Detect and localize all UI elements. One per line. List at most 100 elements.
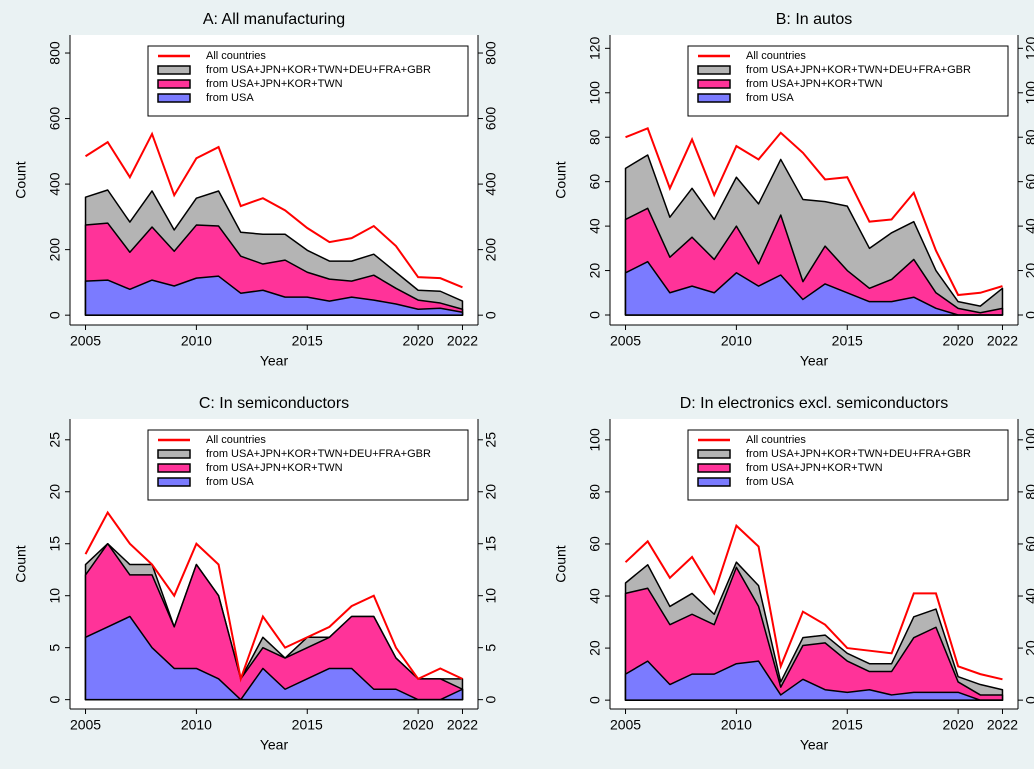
legend-label: from USA bbox=[206, 476, 254, 488]
y2-tick-label: 400 bbox=[483, 172, 499, 196]
legend-swatch bbox=[157, 93, 191, 103]
line bbox=[84, 510, 463, 683]
y-tick-label: 400 bbox=[47, 172, 63, 196]
x-tick-label: 2005 bbox=[70, 333, 101, 349]
y2-tick-label: 20 bbox=[1023, 263, 1034, 279]
legend: All countries from USA+JPN+KOR+TWN+DEU+FR… bbox=[147, 45, 469, 117]
line bbox=[84, 131, 463, 289]
y2-tick-label: 15 bbox=[483, 536, 499, 552]
legend-box bbox=[687, 429, 1009, 501]
y2-tick-label: 0 bbox=[483, 696, 499, 704]
legend-swatch bbox=[697, 79, 731, 89]
x-tick-label: 2015 bbox=[832, 333, 863, 349]
x-tick-label: 2022 bbox=[987, 717, 1018, 733]
y-tick-label: 120 bbox=[587, 36, 603, 60]
y2-tick-label: 0 bbox=[1023, 311, 1034, 319]
y-tick-label: 15 bbox=[47, 536, 63, 552]
chart-title: D: In electronics excl. semiconductors bbox=[680, 395, 949, 412]
y2-tick-label: 40 bbox=[1023, 588, 1034, 604]
x-tick-label: 2022 bbox=[447, 333, 478, 349]
legend-label: from USA+JPN+KOR+TWN+DEU+FRA+GBR bbox=[746, 64, 971, 76]
y2-tick-label: 0 bbox=[483, 311, 499, 319]
area bbox=[624, 566, 1004, 701]
area bbox=[84, 615, 464, 701]
y2-tick-label: 80 bbox=[1023, 484, 1034, 500]
legend: All countries from USA+JPN+KOR+TWN+DEU+FR… bbox=[687, 45, 1009, 117]
legend-label: All countries bbox=[206, 434, 266, 446]
y2-tick-label: 40 bbox=[1023, 218, 1034, 234]
legend-swatch bbox=[697, 65, 731, 75]
y-axis-label: Count bbox=[553, 545, 569, 582]
x-tick-label: 2010 bbox=[181, 717, 212, 733]
y-tick-label: 0 bbox=[587, 311, 603, 319]
legend-box bbox=[147, 45, 469, 117]
y-axis-label: Count bbox=[553, 161, 569, 198]
y-axis-label: Count bbox=[13, 545, 29, 582]
legend-label: from USA+JPN+KOR+TWN+DEU+FRA+GBR bbox=[206, 448, 431, 460]
x-tick-label: 2010 bbox=[721, 333, 752, 349]
legend-swatch bbox=[157, 463, 191, 473]
x-axis-label: Year bbox=[260, 353, 289, 369]
y-tick-label: 0 bbox=[47, 311, 63, 319]
x-tick-label: 2005 bbox=[70, 717, 101, 733]
y2-tick-label: 120 bbox=[1023, 36, 1034, 60]
legend: All countries from USA+JPN+KOR+TWN+DEU+FR… bbox=[147, 429, 469, 501]
y-tick-label: 80 bbox=[587, 484, 603, 500]
legend-swatch bbox=[697, 449, 731, 459]
legend-label: All countries bbox=[746, 50, 806, 62]
panel: B: In autos00202040406060808010010012012… bbox=[553, 11, 1034, 368]
y-tick-label: 600 bbox=[47, 107, 63, 131]
y2-tick-label: 10 bbox=[483, 588, 499, 604]
x-tick-label: 2015 bbox=[292, 717, 323, 733]
y2-tick-label: 0 bbox=[1023, 696, 1034, 704]
x-tick-label: 2010 bbox=[181, 333, 212, 349]
x-tick-label: 2015 bbox=[832, 717, 863, 733]
legend-swatch bbox=[157, 449, 191, 459]
line bbox=[624, 523, 1003, 681]
legend-swatch bbox=[697, 463, 731, 473]
y2-tick-label: 20 bbox=[483, 484, 499, 500]
y-tick-label: 0 bbox=[47, 696, 63, 704]
chart-title: B: In autos bbox=[776, 11, 853, 28]
y-tick-label: 60 bbox=[587, 536, 603, 552]
y-tick-label: 100 bbox=[587, 428, 603, 452]
x-axis-label: Year bbox=[800, 737, 829, 753]
y-tick-label: 100 bbox=[587, 81, 603, 105]
x-tick-label: 2020 bbox=[403, 333, 434, 349]
area bbox=[84, 275, 464, 316]
legend-label: All countries bbox=[746, 434, 806, 446]
y-tick-label: 60 bbox=[587, 174, 603, 190]
area bbox=[624, 260, 1004, 316]
y-tick-label: 80 bbox=[587, 129, 603, 145]
legend-label: from USA+JPN+KOR+TWN bbox=[746, 78, 883, 90]
x-tick-label: 2005 bbox=[610, 333, 641, 349]
legend: All countries from USA+JPN+KOR+TWN+DEU+FR… bbox=[687, 429, 1009, 501]
legend-swatch bbox=[697, 93, 731, 103]
x-axis-label: Year bbox=[260, 737, 289, 753]
y-tick-label: 40 bbox=[587, 588, 603, 604]
y2-tick-label: 80 bbox=[1023, 129, 1034, 145]
chart-title: C: In semiconductors bbox=[199, 395, 349, 412]
y2-tick-label: 5 bbox=[483, 644, 499, 652]
y2-tick-label: 60 bbox=[1023, 536, 1034, 552]
legend-swatch bbox=[697, 477, 731, 487]
y2-tick-label: 600 bbox=[483, 107, 499, 131]
legend-label: from USA+JPN+KOR+TWN bbox=[746, 462, 883, 474]
legend-swatch bbox=[157, 65, 191, 75]
y-tick-label: 20 bbox=[587, 263, 603, 279]
x-tick-label: 2020 bbox=[943, 333, 974, 349]
y-tick-label: 20 bbox=[587, 640, 603, 656]
legend-label: from USA bbox=[746, 476, 794, 488]
legend-box bbox=[147, 429, 469, 501]
x-tick-label: 2010 bbox=[721, 717, 752, 733]
legend-label: from USA bbox=[746, 92, 794, 104]
legend-label: from USA+JPN+KOR+TWN bbox=[206, 462, 343, 474]
y2-tick-label: 25 bbox=[483, 432, 499, 448]
x-tick-label: 2005 bbox=[610, 717, 641, 733]
x-tick-label: 2020 bbox=[403, 717, 434, 733]
area bbox=[84, 542, 464, 701]
x-tick-label: 2020 bbox=[943, 717, 974, 733]
y2-tick-label: 800 bbox=[483, 41, 499, 65]
